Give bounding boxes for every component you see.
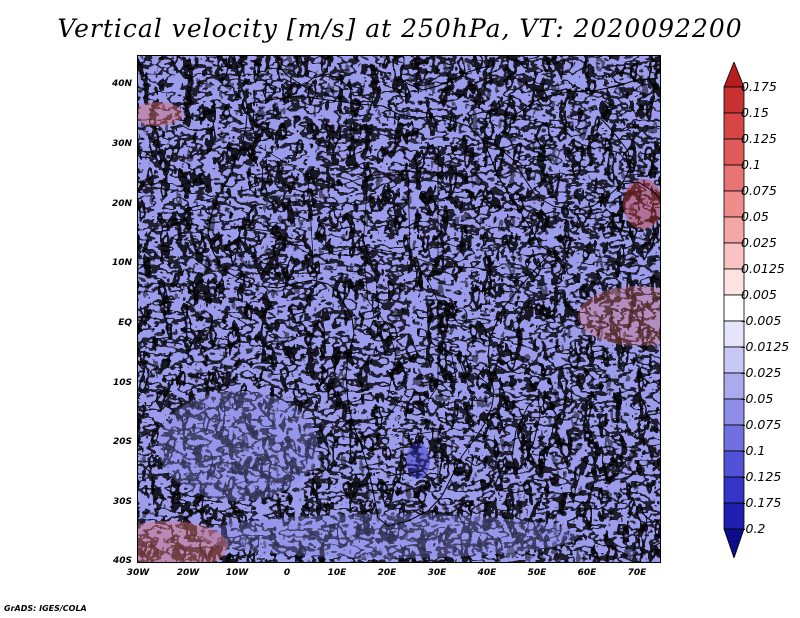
lon-label-20e: 20E [377,568,397,578]
lon-label-10e: 10E [327,568,347,578]
colorbar-level-label: -0.075 [741,417,782,432]
lat-label-20s: 20S [112,437,132,447]
lat-label-30s: 30S [112,497,132,507]
colorbar-level-label: -0.0125 [741,339,790,354]
colorbar-level-label: -0.05 [741,391,774,406]
colorbar-level-label: 0.125 [741,131,777,146]
lon-label-20w: 20W [176,568,200,578]
lon-label-30e: 30E [427,568,447,578]
colorbar-level-label: 0.175 [741,79,777,94]
colorbar-level-label: -0.2 [741,521,766,536]
lon-label-60e: 60E [577,568,597,578]
lat-label-30n: 30N [111,139,132,149]
colorbar [723,62,745,558]
vertical-velocity-field [138,56,660,562]
lat-label-10s: 10S [112,378,132,388]
coastline [207,65,660,527]
lat-label-20n: 20N [111,199,132,209]
colorbar-level-label: 0.025 [741,235,777,250]
lakes [440,307,468,379]
colorbar-level-label: 0.1 [741,157,761,172]
country-borders [232,145,499,487]
lon-label-40e: 40E [477,568,497,578]
colorbar-level-label: -0.025 [741,365,782,380]
colorbar-level-label: 0.15 [741,105,769,120]
map-title: Vertical velocity [m/s] at 250hPa, VT: 2… [57,14,743,43]
colorbar-level-label: 0.005 [741,287,777,302]
lon-label-70e: 70E [627,568,647,578]
lon-label-0: 0 [283,568,291,578]
colorbar-bottom-arrow [723,528,745,558]
lon-label-30w: 30W [126,568,150,578]
colorbar-level-label: 0.05 [741,209,769,224]
lat-label-40n: 40N [111,79,132,89]
colorbar-level-label: -0.005 [741,313,782,328]
colorbar-level-label: -0.1 [741,443,766,458]
credit-text: GrADS: IGES/COLA [4,604,87,613]
colorbar-level-label: 0.075 [741,183,777,198]
colorbar-level-label: -0.125 [741,469,782,484]
map-panel [137,55,661,563]
lon-label-50e: 50E [527,568,547,578]
lat-label-10n: 10N [111,258,132,268]
colorbar-level-label: 0.0125 [741,261,785,276]
colorbar-level-label: -0.175 [741,495,782,510]
lat-label-eq: EQ [118,318,132,328]
lon-label-10w: 10W [225,568,249,578]
lat-label-40s: 40S [112,556,132,566]
